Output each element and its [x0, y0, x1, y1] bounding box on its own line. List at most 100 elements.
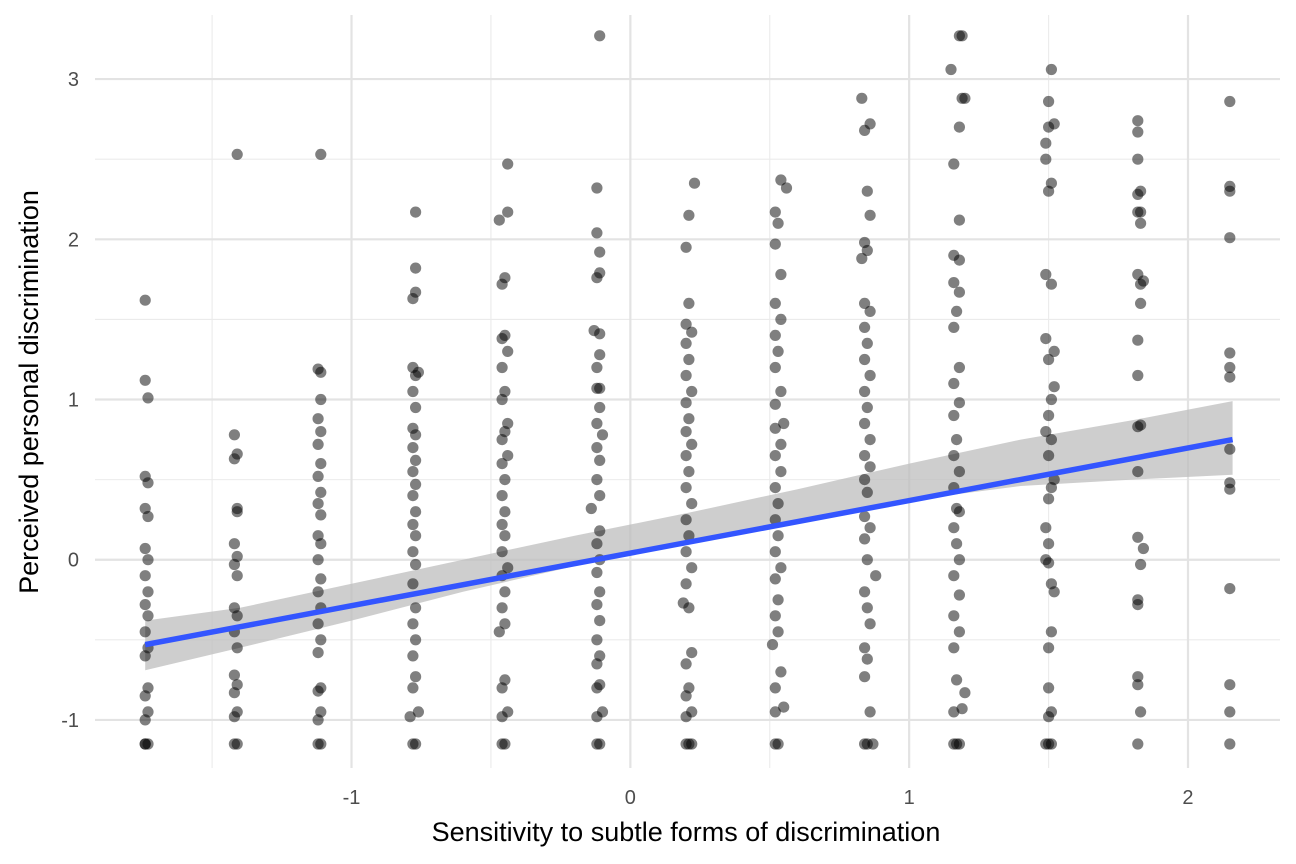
- data-point: [312, 554, 324, 566]
- y-tick-label: 0: [68, 550, 79, 572]
- data-point: [315, 682, 327, 694]
- data-point: [951, 674, 963, 686]
- data-point: [861, 602, 873, 614]
- data-point: [683, 682, 695, 694]
- data-point: [594, 586, 606, 598]
- data-point: [775, 268, 787, 281]
- data-point: [1043, 538, 1055, 550]
- data-point: [859, 642, 871, 654]
- data-point: [228, 602, 240, 614]
- data-point: [591, 474, 603, 486]
- data-point: [859, 321, 871, 333]
- data-point: [1040, 153, 1052, 165]
- data-point: [859, 586, 871, 598]
- data-point: [591, 361, 603, 374]
- data-point: [231, 679, 243, 691]
- y-tick-label: 1: [68, 390, 79, 412]
- data-point: [956, 703, 968, 715]
- data-point: [1043, 409, 1055, 422]
- data-point: [953, 589, 966, 601]
- data-point: [870, 570, 882, 582]
- data-point: [1040, 137, 1052, 149]
- data-point: [596, 429, 609, 441]
- data-point: [778, 701, 790, 713]
- data-point: [864, 461, 876, 473]
- data-point: [959, 687, 971, 699]
- data-point: [1040, 738, 1052, 750]
- data-point: [407, 490, 419, 502]
- data-point: [1040, 268, 1052, 281]
- data-point: [780, 182, 793, 194]
- data-point: [1043, 450, 1055, 462]
- data-point: [683, 353, 695, 366]
- data-point: [407, 385, 419, 398]
- data-point: [948, 570, 960, 582]
- data-point: [410, 286, 422, 298]
- data-point: [772, 217, 784, 229]
- data-point: [775, 666, 787, 678]
- data-point: [688, 177, 701, 189]
- data-point: [594, 525, 606, 537]
- data-point: [1040, 554, 1052, 566]
- data-point: [231, 706, 243, 718]
- data-point: [948, 377, 960, 390]
- data-point: [594, 30, 606, 42]
- data-point: [502, 206, 514, 218]
- data-point: [1132, 334, 1144, 346]
- data-point: [1224, 180, 1236, 192]
- data-point: [496, 518, 508, 531]
- data-point: [139, 470, 151, 482]
- data-point: [1132, 671, 1144, 683]
- data-point: [1224, 738, 1236, 750]
- data-point: [1137, 542, 1149, 555]
- data-point: [499, 738, 511, 750]
- data-point: [769, 706, 781, 718]
- data-point: [1048, 118, 1060, 130]
- data-point: [1132, 126, 1144, 138]
- data-point: [953, 738, 966, 750]
- data-point: [502, 158, 514, 170]
- data-point: [228, 669, 240, 681]
- data-point: [499, 586, 511, 598]
- data-point: [769, 573, 781, 585]
- data-point: [142, 738, 154, 750]
- data-point: [856, 252, 868, 265]
- data-point: [315, 393, 327, 406]
- data-point: [686, 498, 698, 510]
- data-point: [769, 238, 781, 250]
- data-point: [953, 361, 966, 374]
- data-point: [769, 610, 781, 622]
- data-point: [948, 249, 960, 261]
- data-point: [502, 450, 514, 462]
- data-point: [861, 185, 873, 197]
- data-point: [1045, 278, 1057, 290]
- data-point: [861, 486, 873, 498]
- data-point: [769, 450, 781, 462]
- data-point: [861, 401, 873, 414]
- data-point: [953, 286, 966, 298]
- data-point: [594, 401, 606, 414]
- data-point: [312, 586, 324, 598]
- data-point: [769, 482, 781, 494]
- data-point: [680, 241, 692, 253]
- data-point: [1132, 531, 1144, 543]
- data-point: [769, 546, 781, 558]
- data-point: [948, 321, 960, 333]
- data-point: [948, 522, 960, 534]
- data-point: [502, 706, 514, 718]
- data-point: [859, 417, 871, 430]
- data-point: [859, 474, 871, 486]
- data-point: [502, 562, 514, 574]
- data-point: [1043, 682, 1055, 694]
- data-point: [775, 562, 787, 574]
- data-point: [594, 246, 606, 258]
- data-point: [680, 658, 692, 670]
- data-point: [594, 679, 606, 691]
- data-point: [315, 458, 327, 470]
- data-point: [585, 502, 597, 515]
- data-point: [686, 438, 698, 450]
- data-point: [859, 353, 871, 366]
- data-point: [407, 546, 419, 558]
- data-point: [1132, 268, 1144, 281]
- data-point: [1043, 353, 1055, 366]
